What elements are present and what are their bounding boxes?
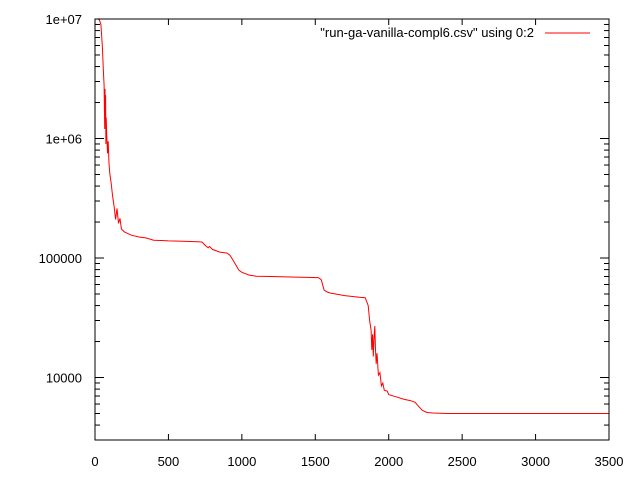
series-layer [97,18,609,414]
legend-label: "run-ga-vanilla-compl6.csv" using 0:2 [320,25,534,40]
x-tick-label: 3000 [521,454,550,469]
x-tick-label: 0 [91,454,98,469]
x-tick-label: 1500 [301,454,330,469]
x-tick-label: 2500 [448,454,477,469]
legend: "run-ga-vanilla-compl6.csv" using 0:2 [320,25,590,40]
tick-labels: 0 500 1000 1500 2000 2500 3000 3500 10000 100000 1… [39,12,624,469]
x-tick-label: 3500 [595,454,624,469]
y-tick-label: 10000 [46,371,82,386]
axis-ticks [94,18,610,441]
series-line [97,18,609,414]
y-tick-label: 100000 [39,251,82,266]
y-tick-label: 1e+06 [45,132,82,147]
y-tick-label: 1e+07 [45,12,82,27]
x-tick-label: 2000 [374,454,403,469]
x-tick-label: 500 [158,454,180,469]
x-tick-label: 1000 [227,454,256,469]
plot-frame [94,18,610,441]
